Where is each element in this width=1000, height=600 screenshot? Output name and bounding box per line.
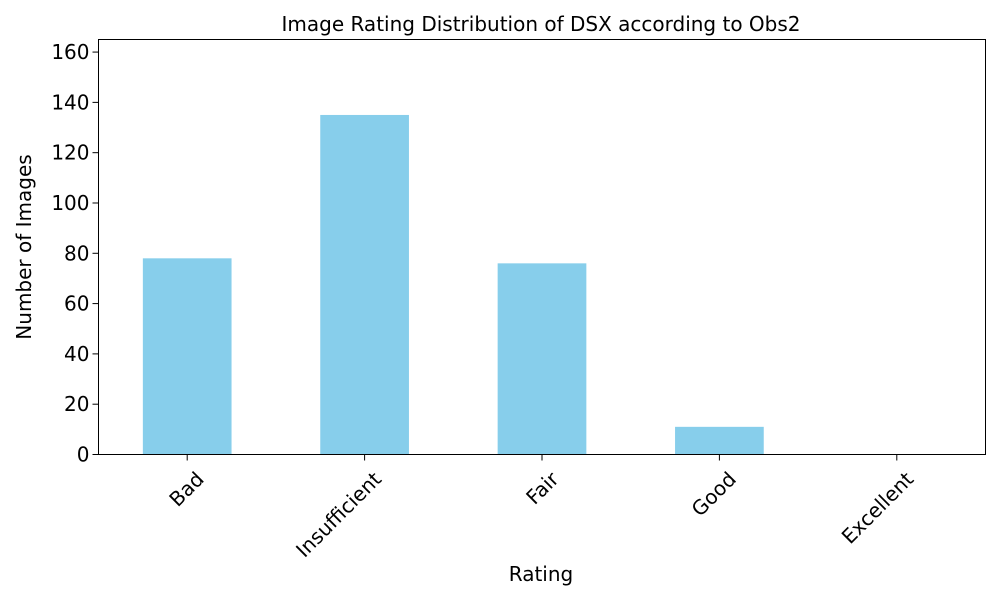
bar-insufficient: [320, 114, 409, 455]
x-axis-label: Rating: [509, 562, 573, 586]
y-axis-label: Number of Images: [12, 154, 36, 339]
y-tick-label: 20: [64, 392, 89, 416]
bar-fair: [497, 263, 587, 455]
x-tick-label-fair: Fair: [521, 466, 564, 509]
y-tick-label: 160: [51, 40, 89, 64]
bars-group: [142, 114, 764, 455]
x-tick-label-good: Good: [687, 467, 741, 521]
chart-title: Image Rating Distribution of DSX accordi…: [281, 12, 800, 36]
y-tick-label: 60: [64, 292, 89, 316]
x-tick-label-insufficient: Insufficient: [291, 467, 386, 562]
x-tick-label-excellent: Excellent: [837, 467, 919, 549]
plot-frame: [98, 39, 986, 455]
y-axis: 0 20 40 60 80 100 120 140 160: [51, 40, 99, 467]
y-tick-label: 140: [51, 90, 89, 114]
bar-bad: [142, 258, 232, 455]
bar-good: [675, 426, 764, 455]
x-tick-label-bad: Bad: [164, 467, 208, 511]
y-tick-label: 0: [77, 443, 90, 467]
y-tick-label: 40: [64, 342, 89, 366]
y-tick-label: 100: [51, 191, 89, 215]
x-axis: Bad Insufficient Fair Good Excellent: [164, 454, 919, 562]
y-tick-label: 80: [64, 241, 89, 265]
y-tick-label: 120: [51, 141, 89, 165]
